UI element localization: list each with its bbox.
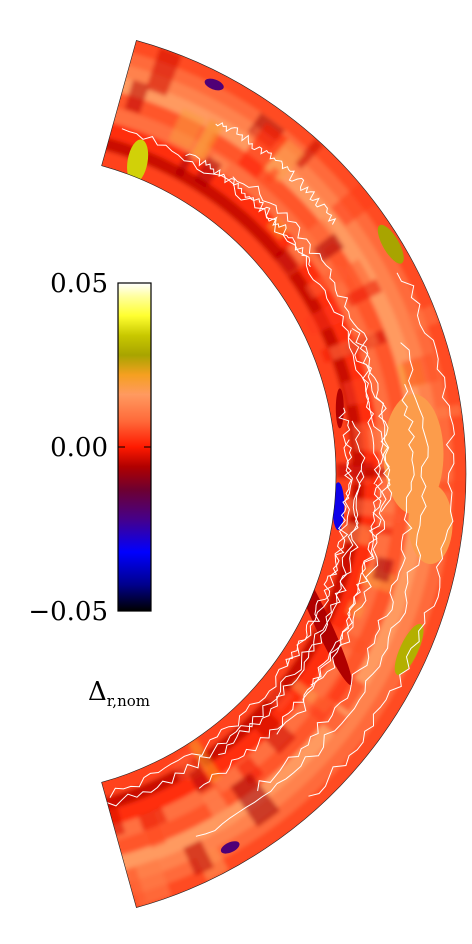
field-streak — [187, 766, 213, 794]
field-streak — [273, 246, 300, 275]
contour-line — [198, 483, 382, 789]
yellow-streak-outer-upper — [377, 224, 404, 264]
field-streak — [193, 156, 222, 189]
field-streak — [286, 217, 340, 267]
yellow-streak-outer-lower — [394, 623, 424, 676]
field-streak — [201, 787, 238, 832]
dark-patch-bottom — [220, 841, 240, 854]
contour-line — [232, 176, 393, 512]
field-streak — [345, 600, 366, 619]
field-streak — [303, 301, 346, 336]
colorbar-tick-label: 0.00 — [50, 433, 108, 463]
contour-line — [107, 470, 362, 807]
field-streak — [145, 47, 182, 97]
field-streak — [188, 738, 222, 783]
contour-line — [121, 128, 381, 485]
field-streak — [401, 353, 440, 388]
field-streak — [191, 119, 224, 161]
field-streak — [254, 712, 297, 755]
field-streak — [183, 839, 215, 876]
yellow-patch-upper-left — [127, 139, 149, 183]
field-streak — [237, 122, 289, 179]
orange-cells-equator — [383, 394, 444, 515]
dark-streak-mid-lower — [335, 388, 344, 429]
field-streak — [235, 755, 264, 786]
contour-line — [276, 328, 391, 735]
contour-line — [310, 329, 384, 686]
shell-outline — [101, 40, 467, 908]
colorbar-ticks: 0.05 0.00 −0.05 — [28, 269, 151, 627]
colorbar-tick-label: −0.05 — [28, 597, 108, 627]
field-streak — [313, 233, 345, 263]
colorbar: 0.05 0.00 −0.05 Δr,nom — [28, 269, 152, 710]
field-streak — [432, 404, 463, 420]
field-streak — [306, 695, 349, 735]
contour-line — [109, 439, 353, 798]
field-streak — [381, 512, 402, 524]
field-streak — [168, 108, 207, 151]
field-streak — [138, 806, 168, 832]
field-streak — [327, 672, 367, 713]
contour-line — [308, 272, 455, 797]
contour-line — [285, 407, 353, 667]
field-streak — [406, 304, 440, 332]
colorbar-label-sub: r,nom — [107, 692, 150, 710]
field-streak — [345, 278, 383, 308]
orange-cells-equator — [408, 484, 453, 564]
field-streak — [294, 138, 324, 169]
field-streak — [263, 166, 281, 185]
field-streak — [344, 259, 373, 290]
zero-contours — [107, 122, 455, 837]
contour-line — [185, 153, 311, 268]
field-streak — [304, 264, 348, 299]
contour-line — [257, 384, 415, 792]
field-streak — [230, 772, 281, 828]
field-streak — [124, 79, 150, 114]
colorbar-label-main: Δ — [88, 677, 107, 707]
field-streak — [330, 183, 376, 227]
colorbar-tick-label: 0.05 — [50, 269, 108, 299]
contour-line — [195, 342, 429, 837]
dark-patch-top — [204, 78, 224, 91]
contour-line — [215, 122, 337, 225]
colorbar-label: Δr,nom — [88, 677, 150, 710]
field-streak — [336, 462, 374, 480]
